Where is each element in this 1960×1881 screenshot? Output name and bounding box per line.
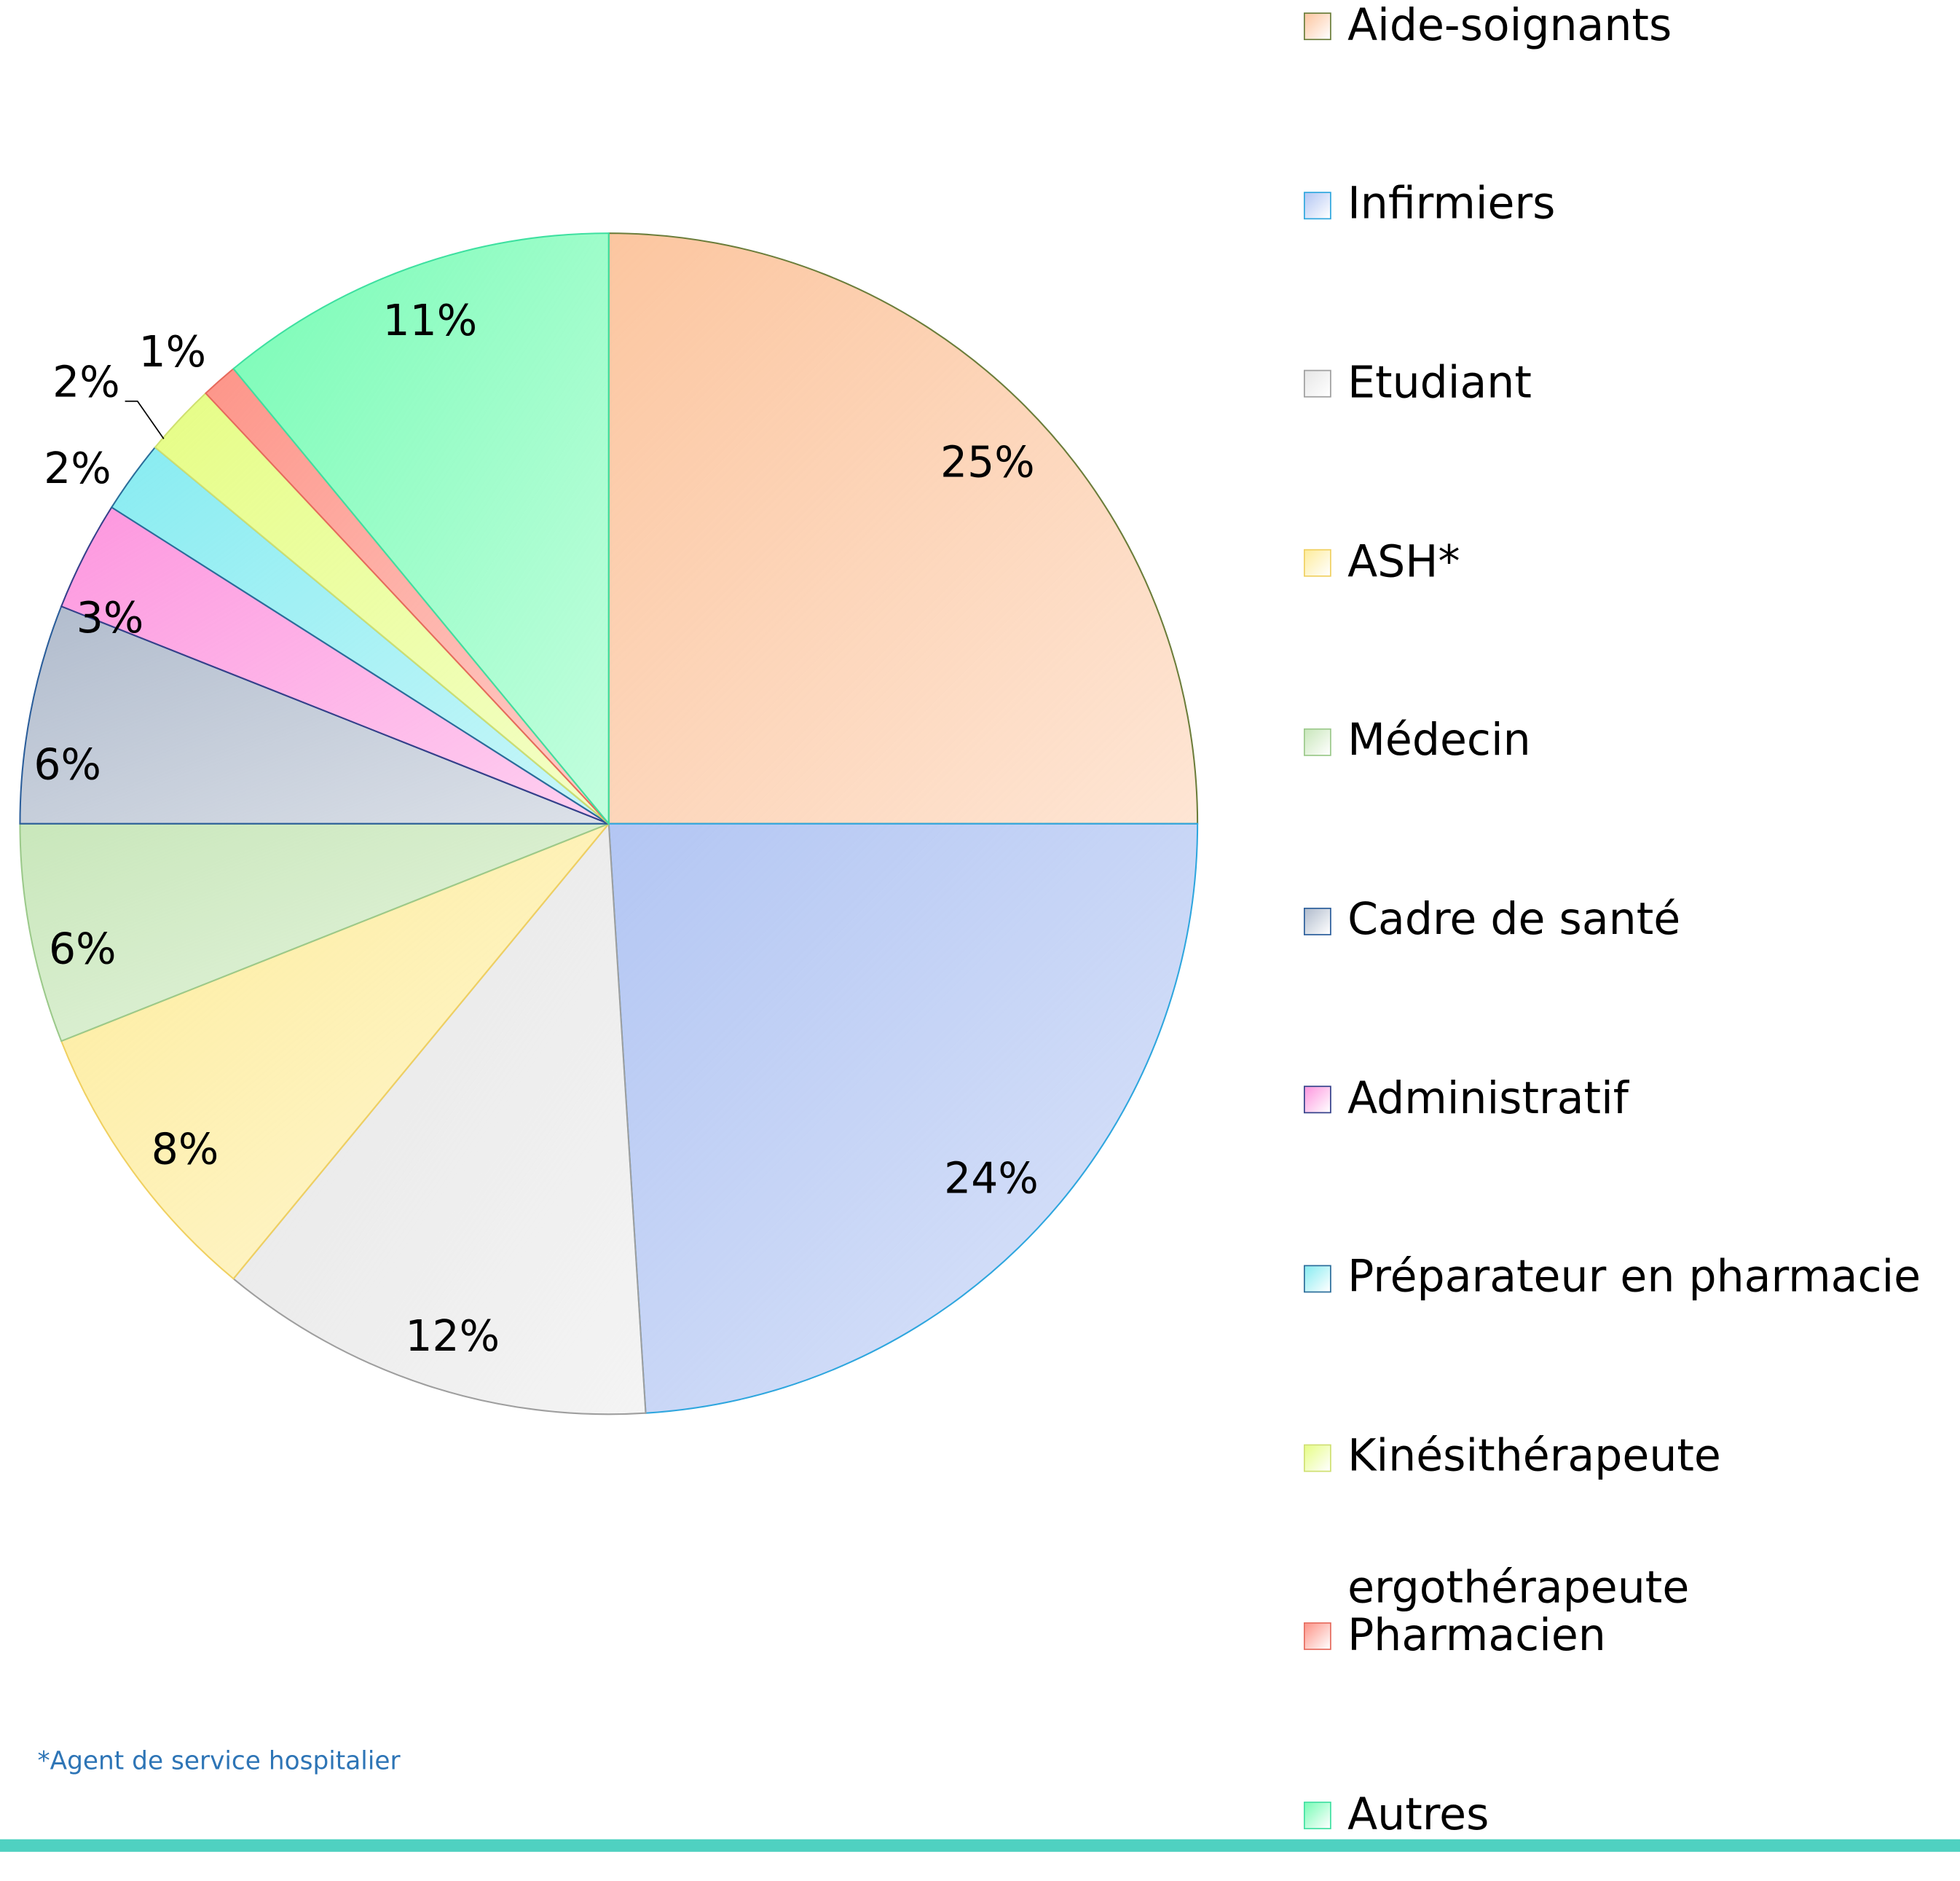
legend-label: Préparateur en pharmacie (1347, 1252, 1921, 1303)
data-label: 2% (44, 444, 111, 493)
legend-label: Etudiant (1347, 358, 1532, 409)
pie-slice (607, 232, 1199, 825)
legend-swatch (1303, 728, 1331, 756)
pie-slice (232, 232, 610, 826)
data-label: 12% (405, 1311, 500, 1361)
legend-swatch (1303, 1802, 1331, 1829)
legend-swatch (1303, 1085, 1331, 1114)
data-label: 2% (52, 357, 120, 407)
legend-swatch (1303, 12, 1331, 41)
data-label: 8% (151, 1125, 219, 1174)
legend-swatch (1303, 1622, 1331, 1651)
pie-slice (607, 822, 1199, 1414)
pie-slice (232, 822, 647, 1415)
legend-swatch (1303, 907, 1331, 935)
legend-swatch (1303, 549, 1331, 577)
legend-swatch (1303, 1265, 1331, 1293)
data-label: 1% (139, 327, 207, 377)
data-label: 3% (76, 593, 144, 643)
legend-label: Autres (1347, 1789, 1489, 1840)
legend-swatch (1303, 191, 1331, 219)
data-label: 25% (940, 438, 1035, 487)
legend-label: Pharmacien (1347, 1611, 1606, 1661)
footnote: *Agent de service hospitalier (37, 1745, 401, 1775)
legend-label: ASH* (1347, 537, 1460, 588)
data-label: 24% (944, 1153, 1039, 1203)
legend-swatch (1303, 370, 1331, 398)
legend-label: Infirmiers (1347, 179, 1556, 230)
pie-slice (19, 605, 610, 825)
leader-line (125, 400, 165, 439)
pie-slice (60, 822, 610, 1280)
legend-label: Administratif (1347, 1074, 1629, 1125)
legend-swatch (1303, 1443, 1331, 1472)
legend-label: Médecin (1347, 716, 1531, 767)
data-label: 6% (34, 739, 101, 789)
data-label: 11% (383, 296, 478, 345)
bottom-bar (0, 1839, 1960, 1852)
legend-label: Kinésithérapeute ergothérapeute (1347, 1432, 1721, 1614)
data-label: 6% (49, 924, 117, 973)
legend-label: Cadre de santé (1347, 895, 1681, 946)
pie-slice (19, 822, 610, 1042)
legend-label: Aide-soignants (1347, 0, 1672, 51)
